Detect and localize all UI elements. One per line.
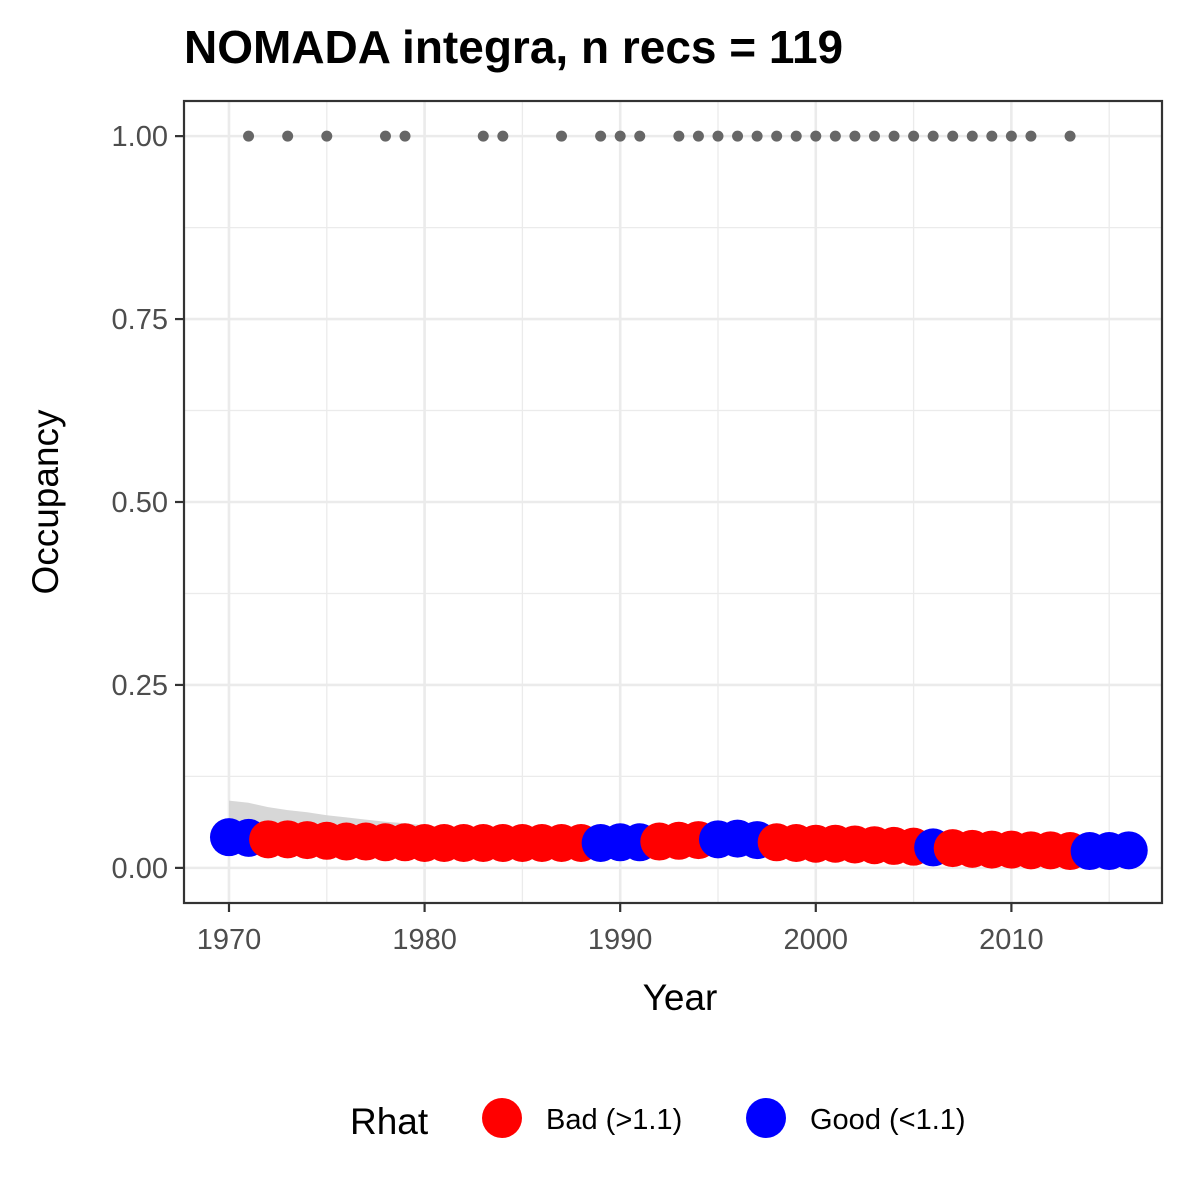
record-point xyxy=(282,130,294,142)
chart-title: NOMADA integra, n recs = 119 xyxy=(184,21,843,73)
record-point xyxy=(1005,130,1017,142)
occupancy-points xyxy=(209,818,1148,871)
legend-label-good: Good (<1.1) xyxy=(810,1104,966,1136)
record-point xyxy=(712,130,724,142)
record-point xyxy=(1025,130,1037,142)
y-tick-label: 0.50 xyxy=(112,487,168,519)
record-point xyxy=(673,130,685,142)
occupancy-point xyxy=(1109,831,1148,870)
record-point xyxy=(614,130,626,142)
record-point xyxy=(477,130,489,142)
record-point xyxy=(497,130,509,142)
record-point xyxy=(829,130,841,142)
record-point xyxy=(810,130,822,142)
x-tick-label: 1990 xyxy=(588,924,653,956)
y-tick-label: 0.75 xyxy=(112,304,168,336)
x-tick-label: 2010 xyxy=(979,924,1044,956)
record-point xyxy=(1064,130,1076,142)
y-axis-title: Occupancy xyxy=(25,409,66,595)
record-point xyxy=(986,130,998,142)
record-point xyxy=(556,130,568,142)
record-point xyxy=(692,130,704,142)
record-point xyxy=(321,130,333,142)
record-point xyxy=(947,130,959,142)
record-point xyxy=(399,130,411,142)
legend-key-good xyxy=(746,1098,786,1138)
record-point xyxy=(243,130,255,142)
record-point xyxy=(888,130,900,142)
record-point xyxy=(966,130,978,142)
x-axis: 1970 1980 1990 2000 2010 xyxy=(197,903,1044,956)
record-point xyxy=(379,130,391,142)
legend-title: Rhat xyxy=(350,1101,429,1142)
grid-major xyxy=(184,101,1162,903)
record-point xyxy=(790,130,802,142)
record-point xyxy=(732,130,744,142)
record-point xyxy=(927,130,939,142)
y-tick-label: 0.25 xyxy=(112,670,168,702)
y-tick-label: 0.00 xyxy=(112,853,168,885)
y-tick-label: 1.00 xyxy=(112,121,168,153)
record-point xyxy=(634,130,646,142)
record-point xyxy=(868,130,880,142)
legend-label-bad: Bad (>1.1) xyxy=(546,1104,682,1136)
record-point xyxy=(849,130,861,142)
y-axis: 0.00 0.25 0.50 0.75 1.00 xyxy=(112,121,184,885)
record-point xyxy=(751,130,763,142)
record-points xyxy=(243,130,1076,142)
x-tick-label: 1980 xyxy=(392,924,457,956)
record-point xyxy=(908,130,920,142)
legend-key-bad xyxy=(482,1098,522,1138)
record-point xyxy=(595,130,607,142)
x-tick-label: 2000 xyxy=(784,924,849,956)
legend: Rhat Bad (>1.1) Good (<1.1) xyxy=(350,1098,966,1142)
x-tick-label: 1970 xyxy=(197,924,262,956)
record-point xyxy=(771,130,783,142)
x-axis-title: Year xyxy=(643,977,718,1018)
